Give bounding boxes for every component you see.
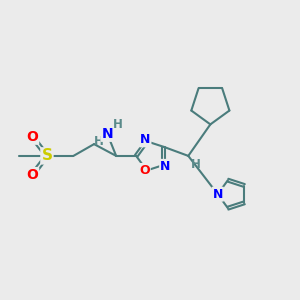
Text: N: N	[160, 160, 170, 173]
Text: O: O	[26, 168, 38, 182]
Text: H: H	[94, 135, 103, 148]
Text: S: S	[41, 148, 52, 164]
Text: H: H	[113, 118, 122, 131]
Text: N: N	[101, 127, 113, 141]
Text: O: O	[139, 164, 150, 177]
Text: O: O	[26, 130, 38, 144]
Text: H: H	[191, 158, 201, 171]
Text: N: N	[212, 188, 223, 201]
Text: N: N	[140, 134, 151, 146]
